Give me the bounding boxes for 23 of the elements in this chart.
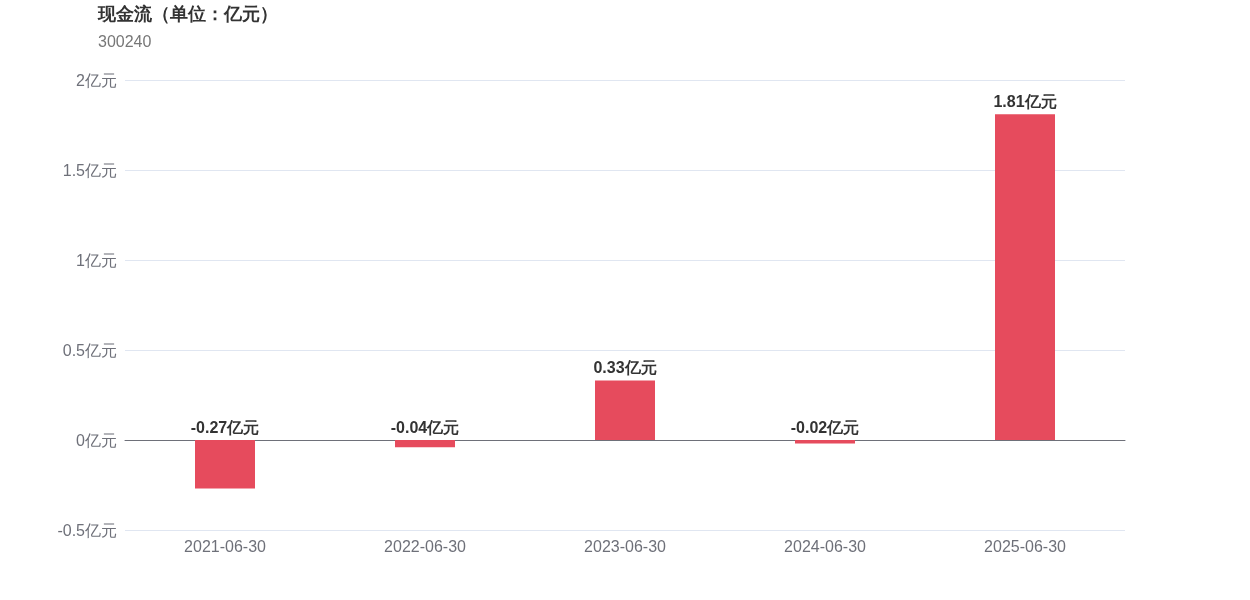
y-tick-label: 1.5亿元: [62, 161, 117, 179]
bar: [995, 114, 1055, 440]
bar: [195, 440, 255, 489]
bar: [795, 440, 855, 444]
y-tick-label: 2亿元: [76, 71, 117, 89]
y-tick-label: 0亿元: [76, 431, 117, 449]
bar: [595, 380, 655, 440]
y-tick-label: -0.5亿元: [57, 521, 117, 539]
x-tick-label: 2022-06-30: [384, 537, 467, 555]
chart-subtitle: 300240: [98, 32, 152, 50]
data-label: 0.33亿元: [593, 359, 657, 377]
x-tick-label: 2024-06-30: [784, 537, 867, 555]
y-tick-label: 0.5亿元: [62, 341, 117, 359]
bar: [395, 440, 455, 448]
data-label: -0.02亿元: [790, 418, 860, 436]
data-label: -0.27亿元: [190, 418, 260, 436]
x-tick-label: 2021-06-30: [184, 537, 267, 555]
data-label: -0.04亿元: [390, 418, 460, 436]
y-tick-label: 1亿元: [76, 251, 117, 269]
x-tick-label: 2023-06-30: [584, 537, 667, 555]
chart-title: 现金流（单位：亿元）: [97, 4, 278, 24]
x-tick-label: 2025-06-30: [984, 537, 1067, 555]
data-label: 1.81亿元: [993, 92, 1057, 110]
